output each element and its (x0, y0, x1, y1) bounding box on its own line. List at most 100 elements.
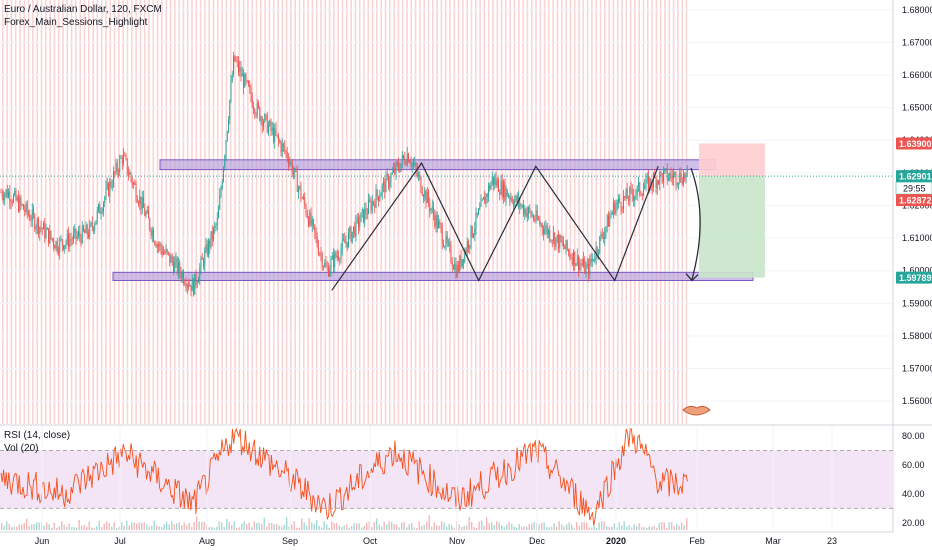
candle-body (685, 173, 687, 179)
volume-bar (258, 522, 260, 530)
session-band (234, 0, 236, 424)
volume-bar (381, 526, 383, 530)
candle-body (144, 207, 146, 216)
volume-bar (448, 523, 450, 530)
volume-bar (683, 525, 685, 530)
candle-body (276, 134, 278, 136)
projection-arrow (690, 167, 701, 280)
candle-body (374, 203, 376, 208)
candle-body (153, 230, 154, 242)
candle-body (521, 204, 523, 206)
candle-body (120, 157, 122, 159)
candle-body (208, 240, 209, 256)
candle-body (19, 197, 21, 211)
candle-body (308, 217, 309, 226)
candle-body (413, 163, 414, 165)
candle-body (589, 258, 591, 276)
volume-bar (641, 526, 643, 530)
candle-body (73, 232, 74, 241)
chart-title: Euro / Australian Dollar, 120, FXCM (4, 4, 162, 15)
candle-body (6, 189, 8, 198)
session-band (616, 0, 619, 424)
candle-body (611, 212, 613, 215)
candle-body (270, 121, 272, 131)
volume-bar (276, 523, 278, 530)
candle-body (491, 176, 493, 183)
volume-bar (203, 521, 205, 530)
candle-body (163, 252, 164, 255)
volume-bar (621, 525, 623, 530)
candle-body (596, 247, 598, 254)
candle-body (9, 191, 11, 203)
candle-body (404, 157, 406, 164)
candle-body (236, 60, 238, 62)
candle-body (509, 196, 511, 200)
volume-bar (156, 525, 158, 530)
candle-body (560, 235, 562, 242)
candle-body (299, 186, 301, 188)
session-band (401, 0, 404, 424)
indicator-legend[interactable]: Forex_Main_Sessions_Highlight (4, 17, 148, 28)
volume-legend[interactable]: Vol (20) (4, 443, 39, 454)
candle-body (183, 272, 184, 283)
session-band (470, 0, 473, 424)
candle-body (486, 194, 488, 197)
candle-body (679, 172, 681, 183)
session-band (346, 0, 348, 424)
candle-body (253, 107, 254, 110)
volume-bar (143, 522, 145, 530)
candle-body (143, 197, 144, 208)
candle-body (390, 174, 392, 183)
candle-body (590, 258, 592, 262)
candle-body (668, 178, 669, 181)
session-band (100, 0, 103, 424)
candle-body (188, 284, 189, 287)
volume-bar (648, 526, 650, 530)
volume-bar (313, 523, 315, 530)
candle-body (479, 207, 481, 210)
candle-body (445, 235, 447, 247)
volume-bar (403, 521, 405, 530)
candle-body (428, 191, 429, 203)
candle-body (450, 245, 452, 262)
volume-bar (666, 527, 668, 530)
session-band (328, 0, 331, 424)
candle-body (44, 222, 46, 238)
price-tick-label: 1.66000 (902, 70, 932, 80)
candle-body (621, 208, 623, 210)
candle-body (245, 74, 247, 81)
candle-body (396, 162, 398, 164)
session-band (492, 0, 494, 424)
session-band (496, 0, 499, 424)
candle-body (46, 228, 48, 230)
candle-body (59, 239, 61, 253)
candle-body (561, 241, 563, 243)
candle-body (674, 172, 676, 175)
candle-body (569, 251, 571, 257)
rsi-tick-label: 80.00 (902, 431, 925, 441)
candle-body (288, 158, 289, 165)
candle-body (89, 224, 91, 237)
volume-bar (18, 524, 20, 530)
volume-bar (61, 521, 63, 530)
candle-body (430, 208, 432, 211)
candle-body (330, 259, 332, 271)
volume-bar (216, 526, 218, 530)
candle-body (133, 182, 134, 185)
session-band (586, 0, 589, 424)
candle-body (434, 214, 436, 227)
session-band (487, 0, 490, 424)
rsi-legend[interactable]: RSI (14, close) (4, 430, 71, 441)
candle-body (544, 228, 546, 234)
candle-body (130, 172, 132, 179)
candle-body (106, 183, 108, 188)
session-band (199, 0, 202, 424)
volume-bar (123, 525, 125, 530)
candle-body (515, 195, 517, 200)
volume-bar (268, 522, 270, 530)
candle-body (360, 212, 362, 223)
candle-body (483, 197, 484, 200)
session-band (255, 0, 258, 424)
price-tick-label: 1.59000 (902, 298, 932, 308)
